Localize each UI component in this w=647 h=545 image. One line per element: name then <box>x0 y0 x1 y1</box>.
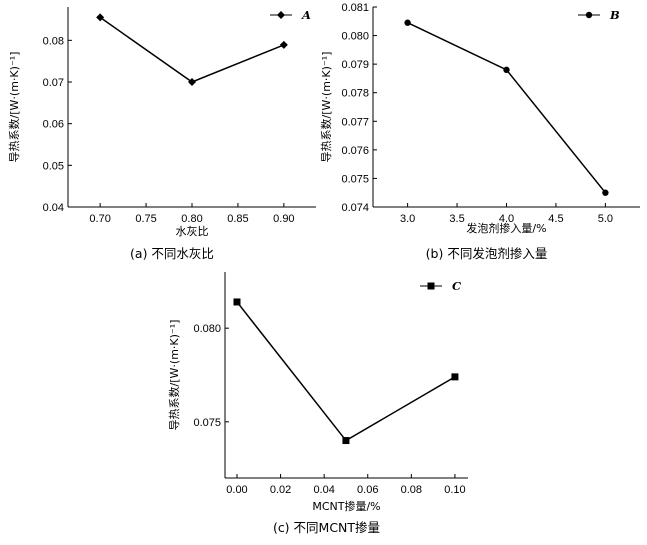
x-tick-label: 0.80 <box>181 213 202 225</box>
y-tick-label: 0.076 <box>341 145 369 157</box>
chart-a: 0.04 0.05 0.06 0.07 0.08 0.70 0.75 0.80 0.85 0.90… <box>8 7 316 261</box>
x-tick-label: 3.5 <box>449 213 464 225</box>
y-tick-label: 0.079 <box>341 59 369 71</box>
x-tick-label: 0.06 <box>357 484 378 496</box>
y-tick-label: 0.06 <box>43 119 64 131</box>
x-axis-label: 发泡剂掺入量/% <box>466 221 546 235</box>
data-point <box>451 373 459 381</box>
y-tick-label: 0.074 <box>341 202 369 214</box>
legend-marker <box>585 11 593 19</box>
y-tick-label: 0.05 <box>43 160 64 172</box>
y-axis-label: 导热系数/[W·(m·K)⁻¹] <box>8 52 21 163</box>
x-tick-label: 0.85 <box>227 213 248 225</box>
y-axis-label: 导热系数/[W·(m·K)⁻¹] <box>320 52 333 163</box>
x-tick-label: 5.0 <box>598 213 613 225</box>
data-point <box>188 78 196 86</box>
data-point <box>503 66 510 74</box>
legend-marker <box>427 282 435 290</box>
x-tick-label: 0.75 <box>135 213 156 225</box>
legend-label: A <box>301 8 311 22</box>
series-line <box>407 22 606 194</box>
x-tick-label: 4.0 <box>499 213 514 225</box>
x-tick-label: 0.00 <box>226 484 247 496</box>
x-tick-label: 0.70 <box>89 213 110 225</box>
data-point <box>404 19 411 26</box>
data-point <box>96 13 105 22</box>
y-tick-label: 0.080 <box>193 323 221 335</box>
y-axis-label: 导热系数/[W·(m·K)⁻¹] <box>168 320 181 431</box>
data-point <box>233 298 241 306</box>
series-line <box>236 301 456 442</box>
chart-c: 0.075 0.080 0.00 0.02 0.04 0.06 0.08 0.10 MCNT掺量… <box>168 272 468 535</box>
x-axis-label: MCNT掺量/% <box>312 499 380 513</box>
y-tick-label: 0.08 <box>43 35 64 47</box>
data-point <box>279 40 288 49</box>
chart-caption: (b) 不同发泡剂掺入量 <box>426 246 548 261</box>
legend-label: B <box>609 8 620 22</box>
data-point <box>602 189 609 196</box>
chart-b: 0.074 0.075 0.076 0.077 0.078 0.079 0.080 0.081… <box>320 2 640 261</box>
x-tick-label: 4.5 <box>548 213 563 225</box>
x-tick-label: 0.04 <box>313 484 334 496</box>
x-tick-label: 0.02 <box>270 484 291 496</box>
chart-caption: (a) 不同水灰比 <box>130 246 214 261</box>
x-tick-label: 0.08 <box>401 484 422 496</box>
legend-marker <box>277 11 285 19</box>
y-tick-label: 0.07 <box>43 77 64 89</box>
chart-caption: (c) 不同MCNT掺量 <box>273 520 380 535</box>
y-tick-label: 0.081 <box>341 2 369 14</box>
x-tick-label: 0.10 <box>444 484 465 496</box>
y-tick-label: 0.078 <box>341 88 369 100</box>
y-tick-label: 0.04 <box>43 202 64 214</box>
data-point <box>342 437 350 445</box>
x-tick-label: 0.90 <box>273 213 294 225</box>
legend-label: C <box>452 279 462 293</box>
x-axis-label: 水灰比 <box>176 224 209 238</box>
x-tick-label: 3.0 <box>400 213 415 225</box>
y-tick-label: 0.077 <box>341 116 369 128</box>
y-tick-label: 0.075 <box>193 417 221 429</box>
y-tick-label: 0.075 <box>341 173 369 185</box>
y-tick-label: 0.080 <box>341 31 369 43</box>
series-line <box>99 16 285 83</box>
